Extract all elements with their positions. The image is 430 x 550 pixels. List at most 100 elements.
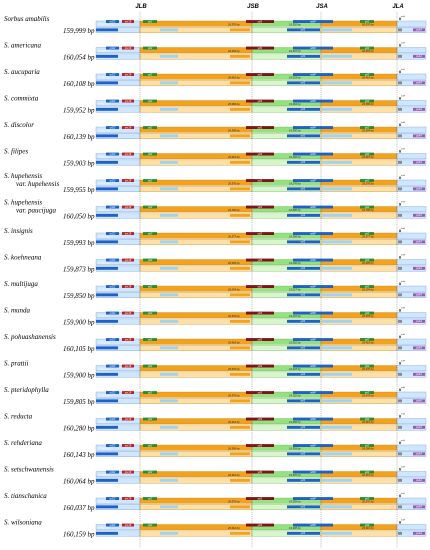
gene-lower-ir: [160, 293, 178, 297]
gene-trnH-marker: [399, 44, 401, 47]
gene-rpl22: [106, 523, 119, 527]
gene-ndhF: [293, 497, 333, 500]
gene-ndhF: [293, 470, 333, 474]
ssc-size: 19,237 bp: [289, 367, 301, 371]
gene-ycf1: [246, 444, 274, 447]
gene-label: rpl2: [148, 364, 153, 368]
gene-lower-ir2: [230, 187, 250, 191]
gene-label: rpl22: [109, 152, 115, 156]
gene-lower-ssc: [287, 213, 320, 217]
gene-psbA: [413, 531, 425, 535]
ir-size-b: 26,386 bp: [361, 102, 374, 106]
gene-rpl2-b: [360, 444, 374, 447]
gene-label: rps19: [125, 364, 132, 368]
lsc-size: 87,939 bp: [98, 181, 110, 185]
gene-label: trnH: [401, 280, 406, 283]
gene-lower-ir2: [230, 399, 250, 403]
ir-size-b: 26,410 bp: [361, 420, 374, 424]
gene-label: rpl2: [365, 178, 370, 182]
gene-lower-ir: [160, 399, 178, 403]
gene-rps19: [122, 179, 134, 182]
gene-rps19: [122, 46, 134, 50]
lsc-region-end: [396, 391, 427, 398]
gene-label: rps19: [125, 72, 132, 76]
gene-label: rps19: [125, 443, 132, 447]
gene-lower-lsc: [96, 213, 118, 217]
gene-label: trnH: [401, 227, 406, 230]
gene-lower-ir2: [230, 293, 250, 297]
gene-label: ndhF: [310, 284, 316, 288]
ir-size: 26,370 bp: [227, 181, 240, 185]
gene-label: rps19: [125, 99, 132, 103]
gene-label: rpl2: [365, 523, 370, 527]
gene-trnN: [398, 81, 402, 85]
gene-label: rpl2: [148, 152, 153, 156]
genome-size: 159,993 bp: [63, 239, 95, 247]
gene-lower-ir: [160, 240, 178, 244]
gene-rpl2: [143, 417, 157, 421]
gene-lower-ssc: [287, 478, 320, 482]
gene-trnN: [398, 28, 402, 32]
ir-size: 26,386 bp: [227, 102, 240, 106]
gene-label: psbA: [415, 107, 422, 111]
ir-size: 26,254 bp: [227, 287, 240, 291]
species-name: S. multijuga: [4, 280, 38, 288]
junction-lines: [139, 12, 398, 548]
gene-label: rpl2: [365, 258, 370, 262]
gene-lower-ira: [322, 372, 352, 376]
gene-lower-ir2: [230, 266, 250, 270]
gene-lower-ssc: [287, 319, 320, 323]
ir-size: 26,399 bp: [227, 128, 240, 132]
gene-ndhF: [293, 417, 333, 421]
gene-psbA: [413, 240, 425, 244]
ir-size-b: 26,377 bp: [361, 234, 374, 238]
gene-rpl2-b: [360, 417, 374, 421]
ir-size: 26,405 bp: [227, 261, 240, 265]
gene-lower-ir2: [230, 531, 250, 535]
ssc-size: 19,458 bp: [289, 420, 301, 424]
gene-rpl22: [106, 497, 119, 500]
ssc-size: 19,160 bp: [289, 155, 301, 159]
genome-size: 160,037 bp: [63, 504, 95, 512]
gene-lower-ir: [160, 81, 178, 85]
ir-size: 26,370 bp: [227, 314, 240, 318]
gene-psbA: [413, 452, 425, 456]
gene-label: rps19: [125, 311, 132, 315]
lsc-lower-end: [396, 504, 427, 510]
gene-label: rps19: [125, 19, 132, 23]
gene-rpl2-b: [360, 391, 374, 394]
gene-label: ycf1: [300, 372, 306, 376]
gene-label: rpl2: [365, 46, 370, 50]
gene-lower-ir2: [230, 160, 250, 164]
gene-ycf1: [246, 391, 274, 394]
gene-lower-ssc: [287, 425, 320, 429]
gene-label: trnH: [401, 386, 406, 389]
gene-label: rpl22: [109, 205, 115, 209]
gene-lower-lsc: [96, 452, 118, 456]
ssc-size: 19,182 bp: [289, 393, 301, 397]
species-name: S. americana: [4, 42, 41, 50]
ssc-size: 19,306 bp: [289, 234, 301, 238]
gene-label: rpl22: [109, 390, 115, 394]
gene-lower-ir2: [230, 452, 250, 456]
gene-label: ycf1: [300, 425, 306, 429]
gene-rpl2: [143, 152, 157, 156]
gene-rpl22: [106, 126, 119, 129]
gene-label: ycf1: [257, 231, 263, 235]
gene-lower-ir2: [230, 54, 250, 58]
lsc-region-end: [396, 444, 427, 451]
lsc-size: 87,883 bp: [98, 393, 110, 397]
genome-size: 160,139 bp: [63, 133, 95, 141]
gene-lower-ir2: [230, 107, 250, 111]
gene-rpl2-b: [360, 99, 374, 103]
gene-label: ycf1: [300, 107, 306, 111]
species-name: S. reducta: [4, 413, 33, 421]
gene-ycf1: [246, 205, 274, 209]
gene-label: ndhF: [310, 523, 316, 527]
gene-rps19: [122, 258, 134, 262]
gene-lower-ira: [322, 81, 352, 85]
genome-size: 159,955 bp: [63, 186, 95, 194]
ir-size-b: 26,410 bp: [361, 526, 374, 530]
gene-label: ndhF: [310, 390, 316, 394]
gene-lower-ir: [160, 319, 178, 323]
